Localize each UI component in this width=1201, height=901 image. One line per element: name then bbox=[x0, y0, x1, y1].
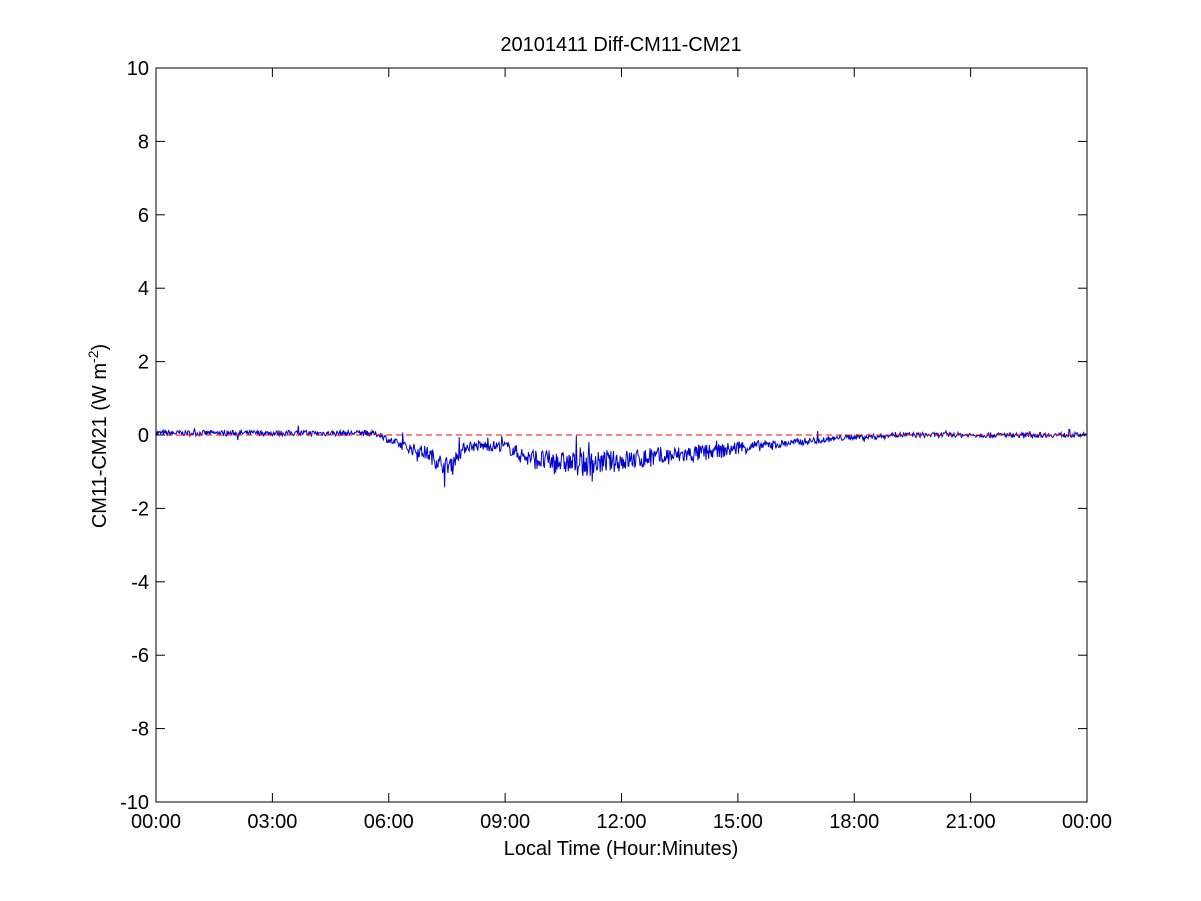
x-tick-label: 06:00 bbox=[364, 811, 414, 833]
y-tick-label: 2 bbox=[138, 352, 149, 374]
x-tick-label: 21:00 bbox=[946, 811, 996, 833]
y-tick-label: -10 bbox=[120, 792, 149, 814]
y-tick-label: 10 bbox=[127, 58, 149, 80]
x-tick-label: 00:00 bbox=[131, 811, 181, 833]
y-tick-label: 4 bbox=[138, 278, 149, 300]
y-tick-label: -2 bbox=[131, 498, 149, 520]
x-axis-label: Local Time (Hour:Minutes) bbox=[504, 838, 739, 860]
x-tick-label: 03:00 bbox=[247, 811, 297, 833]
x-tick-label: 15:00 bbox=[713, 811, 763, 833]
x-tick-label: 09:00 bbox=[480, 811, 530, 833]
y-tick-label: 6 bbox=[138, 205, 149, 227]
x-tick-label: 18:00 bbox=[829, 811, 879, 833]
y-axis-label-main: CM11-CM21 (W m bbox=[89, 363, 111, 528]
y-axis-label-close: ) bbox=[89, 344, 111, 351]
y-tick-label: -6 bbox=[131, 645, 149, 667]
y-tick-label: -8 bbox=[131, 719, 149, 741]
y-axis: -10 -8 -6 -4 -2 0 2 4 6 8 10 bbox=[120, 58, 1087, 814]
y-tick-label: 0 bbox=[138, 425, 149, 447]
y-axis-label-superscript: -2 bbox=[85, 350, 101, 363]
y-tick-label: 8 bbox=[138, 131, 149, 153]
y-axis-label: CM11-CM21 (W m-2) bbox=[85, 344, 111, 528]
x-axis: 00:00 03:00 06:00 09:00 12:00 15:00 18:00 21:00… bbox=[131, 68, 1112, 833]
x-tick-label: 12:00 bbox=[596, 811, 646, 833]
x-tick-label: 00:00 bbox=[1062, 811, 1112, 833]
y-tick-label: -4 bbox=[131, 572, 149, 594]
chart-title: 20101411 Diff-CM11-CM21 bbox=[500, 34, 741, 56]
